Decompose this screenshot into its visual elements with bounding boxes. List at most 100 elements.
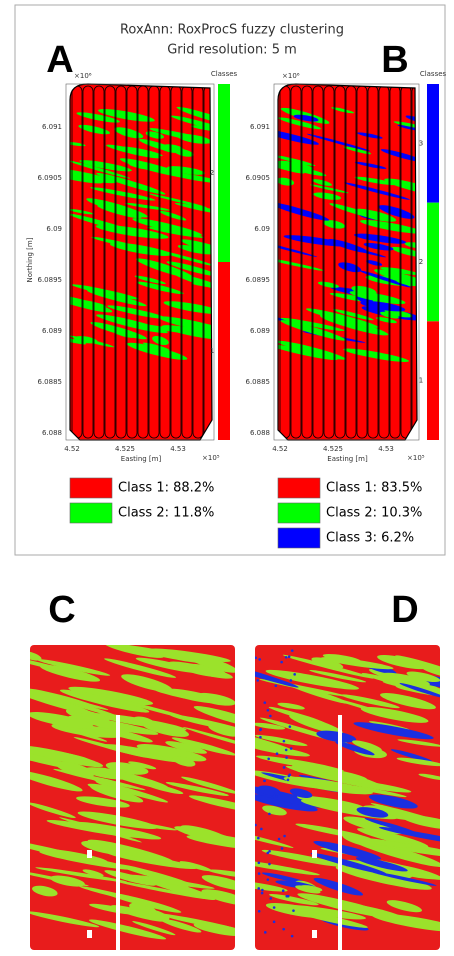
class-speck bbox=[266, 878, 270, 881]
class-speck bbox=[268, 849, 271, 853]
class-patch bbox=[59, 689, 150, 713]
class-speck bbox=[258, 798, 261, 802]
class-speck bbox=[288, 725, 292, 728]
class-speck bbox=[280, 847, 284, 850]
class-patch bbox=[295, 885, 321, 894]
class-patch bbox=[338, 262, 362, 273]
class-patch bbox=[182, 727, 235, 753]
legend-swatch bbox=[69, 477, 113, 499]
class-patch bbox=[188, 795, 235, 813]
class-patch bbox=[106, 144, 161, 159]
x-tick-label: 4.52 bbox=[64, 445, 80, 453]
class-speck bbox=[268, 862, 271, 866]
data-gap bbox=[312, 850, 317, 858]
class-patch bbox=[88, 919, 167, 940]
class-patch bbox=[126, 342, 188, 360]
class-patch bbox=[331, 107, 355, 114]
class-patch bbox=[374, 269, 417, 286]
colorbar-label: 3 bbox=[419, 139, 423, 147]
class-patch bbox=[70, 335, 115, 348]
class-speck bbox=[255, 656, 257, 660]
class-patch bbox=[363, 242, 394, 251]
legend-swatch bbox=[277, 477, 321, 499]
class-speck bbox=[273, 793, 276, 797]
colorbar-label: 2 bbox=[210, 169, 214, 177]
class-speck bbox=[277, 837, 281, 841]
class-speck bbox=[282, 927, 285, 931]
x-tick-label: 4.525 bbox=[115, 445, 135, 453]
class-patch bbox=[87, 783, 133, 796]
class-patch bbox=[30, 650, 42, 661]
class-patch bbox=[166, 261, 212, 277]
y-tick-label: 6.09 bbox=[46, 225, 62, 233]
class-patch bbox=[309, 669, 367, 683]
class-patch bbox=[158, 316, 212, 335]
class-patch bbox=[283, 776, 373, 795]
class-patch bbox=[86, 198, 148, 218]
class-speck bbox=[287, 774, 291, 778]
y-tick-label: 6.0905 bbox=[38, 174, 63, 182]
class-patch bbox=[257, 785, 281, 796]
class-patch bbox=[255, 661, 299, 688]
legend-swatch bbox=[277, 502, 321, 524]
class-patch bbox=[278, 117, 322, 130]
class-patch bbox=[95, 781, 169, 803]
class-speck bbox=[260, 891, 264, 895]
class-patch bbox=[158, 913, 235, 933]
y-exponent: ×10⁶ bbox=[282, 72, 300, 80]
class-patch bbox=[165, 688, 222, 704]
class-patch bbox=[371, 871, 437, 886]
class-speck bbox=[258, 658, 261, 661]
legend-swatch bbox=[277, 527, 321, 549]
class-speck bbox=[257, 887, 261, 890]
y-exponent: ×10⁶ bbox=[74, 72, 92, 80]
class-patch bbox=[342, 834, 376, 847]
class-patch bbox=[32, 885, 58, 897]
class-speck bbox=[282, 739, 286, 743]
class-speck bbox=[282, 766, 286, 769]
class-speck bbox=[270, 796, 274, 799]
y-tick-label: 6.088 bbox=[42, 429, 62, 437]
class-patch bbox=[70, 294, 113, 313]
class-patch bbox=[110, 905, 166, 922]
class-patch bbox=[109, 242, 172, 257]
x-axis-label: Easting [m] bbox=[121, 455, 162, 463]
colorbar-label: 1 bbox=[419, 377, 423, 385]
class-patch bbox=[30, 746, 77, 770]
colorbar-segment bbox=[427, 84, 439, 203]
class-patch bbox=[135, 657, 202, 674]
x-tick-label: 4.52 bbox=[272, 445, 288, 453]
class-patch bbox=[30, 690, 109, 710]
class-patch bbox=[50, 875, 85, 887]
class-speck bbox=[257, 861, 261, 865]
class-patch bbox=[397, 739, 440, 747]
class-speck bbox=[290, 649, 294, 652]
class-patch bbox=[278, 156, 305, 174]
class-speck bbox=[255, 823, 257, 827]
class-patch bbox=[310, 852, 387, 875]
legend-label: Class 3: 6.2% bbox=[326, 531, 414, 546]
class-patch bbox=[96, 767, 169, 788]
data-gap bbox=[87, 850, 92, 858]
class-speck bbox=[266, 708, 270, 712]
class-patch bbox=[177, 244, 212, 255]
class-patch bbox=[316, 730, 357, 743]
class-patch bbox=[310, 184, 349, 194]
class-speck bbox=[281, 889, 285, 892]
class-speck bbox=[259, 735, 262, 739]
class-speck bbox=[293, 673, 296, 676]
y-tick-label: 6.091 bbox=[42, 123, 62, 131]
survey-swath bbox=[104, 85, 116, 439]
class-patch bbox=[353, 722, 434, 740]
class-patch bbox=[30, 745, 104, 768]
class-patch bbox=[201, 889, 235, 906]
legend-label: Class 1: 88.2% bbox=[118, 481, 214, 496]
class-patch bbox=[354, 161, 387, 169]
class-patch bbox=[107, 305, 166, 319]
class-patch bbox=[402, 815, 440, 830]
class-patch bbox=[360, 838, 412, 848]
class-patch bbox=[321, 657, 394, 670]
x-tick-label: 4.53 bbox=[170, 445, 186, 453]
class-patch bbox=[70, 209, 94, 215]
class-patch bbox=[261, 849, 347, 867]
